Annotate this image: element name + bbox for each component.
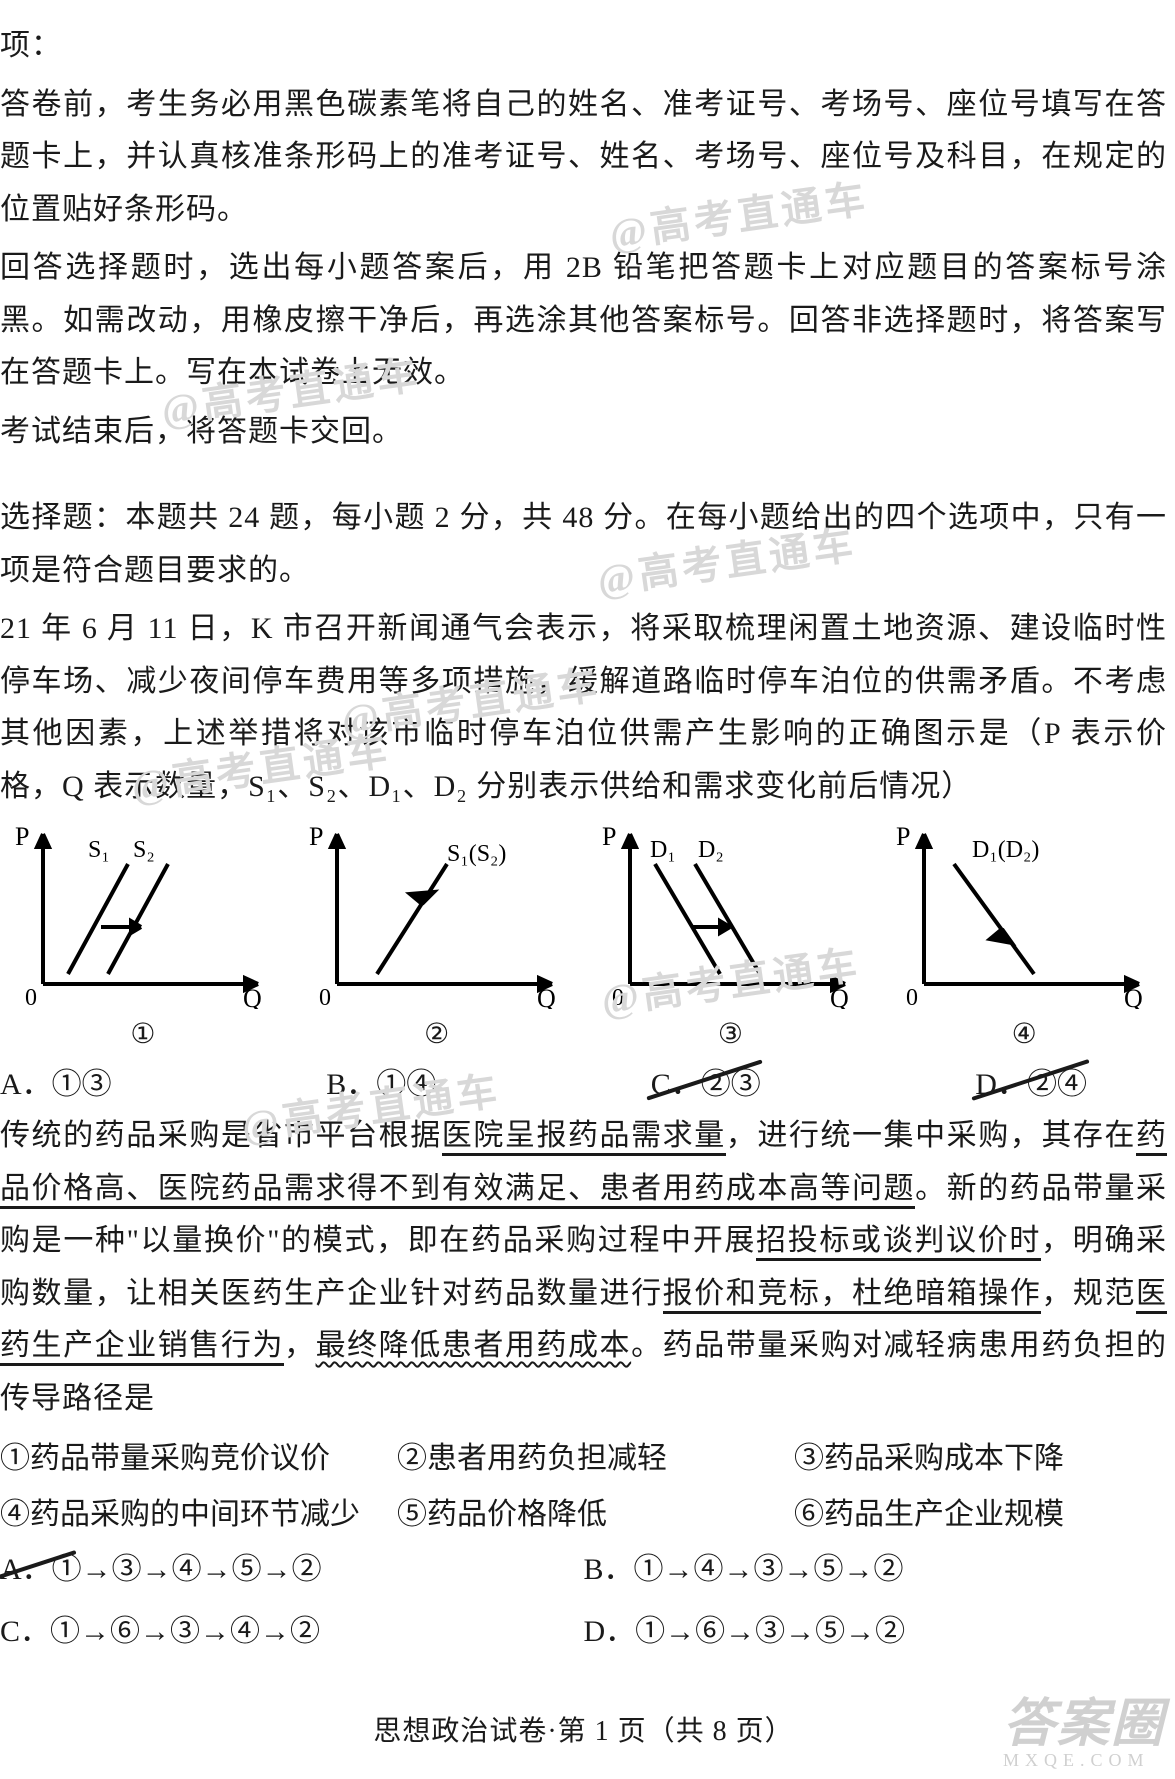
option-d: D．②④ (975, 1068, 1087, 1101)
option-a: A．①③ (0, 1059, 112, 1110)
option-b: B．①④ (326, 1059, 436, 1110)
q2-underline: 报价和竞标，杜绝暗箱操作 (663, 1277, 1042, 1314)
instructions-p3: 考试结束后，将答题卡交回。 (0, 406, 1167, 459)
q2-seg: ，进行统一集中采购，其存在 (726, 1119, 1136, 1152)
diagram-caption: ④ (1012, 1017, 1037, 1051)
line-label: D₁(D₂) (972, 837, 1039, 863)
statement-6: ⑥药品生产企业规模 (794, 1487, 1167, 1543)
statement-5: ⑤药品价格降低 (397, 1487, 770, 1543)
line-label: D₁ (650, 837, 676, 863)
q2-underline: 医院呈报药品需求量 (442, 1119, 726, 1156)
diagram-1: P S₁ S₂ 0 Q ① (0, 819, 286, 1051)
q1-options: A．①③ B．①④ C．②③ D．②④ (0, 1059, 1167, 1110)
option-c: C．①→⑥→③→④→② (0, 1604, 584, 1660)
origin: 0 (906, 985, 918, 1009)
diagram-3: P D₁ D₂ 0 Q ③ (588, 819, 874, 1051)
statement-4: ④药品采购的中间环节减少 (0, 1487, 373, 1543)
option-c: C．②③ (651, 1068, 761, 1101)
instructions-p1: 答卷前，考生务必用黑色碳素笔将自己的姓名、准考证号、考场号、座位号填写在答题卡上… (0, 79, 1167, 237)
axis-p: P (602, 822, 616, 851)
line-label: S₁ (88, 837, 110, 863)
diagram-caption: ③ (718, 1017, 743, 1051)
q1-body: 21 年 6 月 11 日，K 市召开新闻通气会表示，将采取梳理闲置土地资源、建… (0, 603, 1167, 813)
axis-p: P (309, 822, 323, 851)
q2-underline: 招投标或谈判议价时 (756, 1224, 1041, 1261)
axis-q: Q (243, 984, 262, 1009)
logo-sub: MXQE.COM (1003, 1751, 1165, 1769)
diagram-2-svg: P S₁(S₂) 0 Q (307, 819, 567, 1009)
q2-statements: ①药品带量采购竞价议价 ②患者用药负担减轻 ③药品采购成本下降 ④药品采购的中间… (0, 1431, 1167, 1542)
option-d-wrap: D．②④ (975, 1059, 1087, 1110)
statement-2: ②患者用药负担减轻 (397, 1431, 770, 1487)
instructions-header: 项： (0, 20, 1167, 73)
line-label: S₁(S₂) (447, 841, 506, 867)
logo-text: 答案圈 (1003, 1696, 1165, 1753)
diagram-caption: ① (130, 1017, 155, 1051)
axis-q: Q (830, 984, 849, 1009)
logo-watermark: 答案圈 MXQE.COM (1003, 1699, 1165, 1769)
page-footer: 思想政治试卷·第 1 页（共 8 页） (0, 1709, 1167, 1749)
q2-options: A．①→③→④→⑤→② B．①→④→③→⑤→② C．①→⑥→③→④→② D．①→… (0, 1542, 1167, 1659)
line-label: D₂ (698, 837, 724, 863)
option-d: D．①→⑥→③→⑤→② (584, 1604, 1168, 1660)
diagram-caption: ② (424, 1017, 449, 1051)
origin: 0 (25, 985, 37, 1009)
q2-seg: ， (284, 1329, 316, 1362)
diagram-4-svg: P D₁(D₂) 0 Q (894, 819, 1154, 1009)
origin: 0 (612, 985, 624, 1009)
axis-q: Q (1124, 984, 1143, 1009)
origin: 0 (319, 985, 331, 1009)
diagram-3-svg: P D₁ D₂ 0 Q (600, 819, 860, 1009)
option-a-wrap: A．①→③→④→⑤→② (0, 1542, 322, 1598)
diagram-1-svg: P S₁ S₂ 0 Q (13, 819, 273, 1009)
axis-q: Q (537, 984, 556, 1009)
choice-intro: 选择题：本题共 24 题，每小题 2 分，共 48 分。在每小题给出的四个选项中… (0, 492, 1167, 597)
diagram-4: P D₁(D₂) 0 Q ④ (881, 819, 1167, 1051)
q1-diagrams: P S₁ S₂ 0 Q ① P S₁(S₂) 0 Q ② (0, 819, 1167, 1051)
axis-p: P (15, 822, 29, 851)
q2-seg: ，规范 (1041, 1277, 1136, 1310)
statement-3: ③药品采购成本下降 (794, 1431, 1167, 1487)
q2-underline-wavy: 最终降低患者用药成本 (316, 1329, 632, 1362)
line-label: S₂ (133, 837, 155, 863)
option-b: B．①→④→③→⑤→② (584, 1542, 1168, 1598)
instructions-p2: 回答选择题时，选出每小题答案后，用 2B 铅笔把答题卡上对应题目的答案标号涂黑。… (0, 242, 1167, 400)
statement-1: ①药品带量采购竞价议价 (0, 1431, 373, 1487)
q2-body: 传统的药品采购是省市平台根据医院呈报药品需求量，进行统一集中采购，其存在药品价格… (0, 1110, 1167, 1425)
option-c-wrap: C．②③ (651, 1059, 761, 1110)
q2-seg: 传统的药品采购是省市平台根据 (0, 1119, 442, 1152)
diagram-2: P S₁(S₂) 0 Q ② (294, 819, 580, 1051)
axis-p: P (896, 822, 910, 851)
